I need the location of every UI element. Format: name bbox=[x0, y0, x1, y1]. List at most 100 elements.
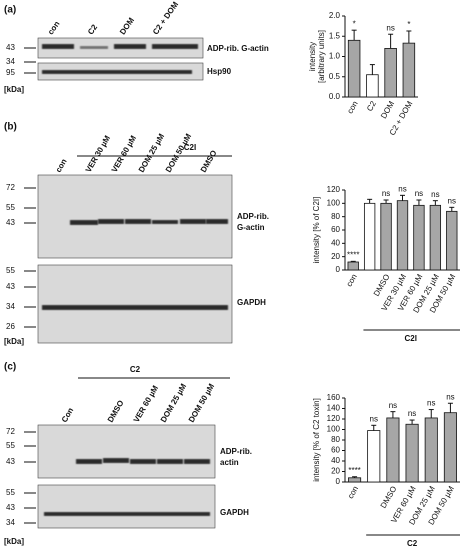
y-tick-label: 140 bbox=[327, 404, 341, 413]
marker: 34 bbox=[6, 57, 15, 66]
treatment: C2 bbox=[130, 365, 141, 374]
x-tick-label: con bbox=[345, 273, 359, 289]
marker: 43 bbox=[6, 282, 15, 291]
lane-label: Con bbox=[60, 406, 76, 424]
y-tick-label: 1.5 bbox=[329, 31, 341, 40]
y-tick-label: 80 bbox=[331, 435, 340, 444]
y-axis-label: [arbitrary units] bbox=[317, 30, 326, 83]
bands bbox=[42, 44, 198, 49]
significance: **** bbox=[348, 466, 360, 475]
bar bbox=[347, 261, 359, 271]
bar bbox=[380, 202, 392, 271]
lane-label: DOM bbox=[118, 16, 136, 37]
lane-label: DMSO bbox=[199, 149, 219, 174]
bar bbox=[367, 430, 381, 483]
significance: ns bbox=[415, 189, 423, 198]
lane-label: DOM 25 µM bbox=[137, 132, 167, 174]
lane-label: VER 60 µM bbox=[110, 134, 138, 174]
bar bbox=[443, 412, 457, 483]
y-tick-label: 20 bbox=[331, 467, 340, 476]
band-label: GAPDH bbox=[220, 508, 249, 517]
bar bbox=[363, 202, 376, 271]
marker: 72 bbox=[6, 427, 15, 436]
x-tick-label: con bbox=[346, 485, 360, 501]
y-tick-label: 0.0 bbox=[329, 92, 341, 101]
bands bbox=[42, 305, 228, 310]
y-tick-label: 100 bbox=[327, 425, 341, 434]
significance: * bbox=[407, 20, 410, 29]
unit: [kDa] bbox=[4, 85, 24, 94]
group-label: C2I bbox=[404, 334, 416, 343]
marker: 55 bbox=[6, 488, 15, 497]
y-tick-label: 80 bbox=[331, 212, 340, 221]
bands bbox=[70, 219, 228, 225]
significance: ns bbox=[431, 190, 439, 199]
significance: ns bbox=[386, 23, 394, 32]
group-label: C2 bbox=[407, 539, 418, 548]
y-tick-label: 0 bbox=[336, 265, 341, 274]
bar bbox=[402, 42, 416, 98]
x-tick-label: DMSO bbox=[379, 485, 399, 510]
lane-label: con bbox=[46, 19, 62, 36]
lane-label: VER 30 µM bbox=[84, 134, 112, 174]
y-tick-label: 2.0 bbox=[329, 11, 341, 20]
bar bbox=[348, 477, 362, 483]
bar bbox=[347, 39, 361, 98]
x-tick-label: DOM bbox=[379, 99, 396, 120]
significance: ns bbox=[382, 189, 390, 198]
marker: 55 bbox=[6, 266, 15, 275]
x-tick-label: con bbox=[345, 100, 359, 116]
bar bbox=[396, 200, 409, 271]
significance: ns bbox=[398, 184, 406, 193]
lane-label: DOM 25 µM bbox=[159, 382, 189, 424]
lane-label: VER 60 µM bbox=[132, 384, 160, 424]
band-label: ADP-rib. bbox=[220, 447, 252, 456]
bands bbox=[76, 458, 210, 464]
lane-label: con bbox=[54, 157, 69, 174]
unit: [kDa] bbox=[4, 537, 24, 546]
significance: ns bbox=[370, 414, 378, 423]
significance: ns bbox=[427, 399, 435, 408]
panel-label: (c) bbox=[4, 362, 16, 373]
marker: 55 bbox=[6, 441, 15, 450]
bar bbox=[366, 74, 379, 98]
y-tick-label: 100 bbox=[327, 198, 341, 207]
bar bbox=[429, 204, 442, 271]
blot bbox=[37, 484, 216, 529]
band-label: Hsp90 bbox=[207, 67, 232, 76]
significance: ns bbox=[448, 196, 456, 205]
bands bbox=[44, 512, 210, 516]
bar bbox=[384, 48, 397, 98]
band-label: ADP-rib. G-actin bbox=[207, 44, 269, 53]
y-tick-label: 40 bbox=[331, 456, 340, 465]
panel-label: (b) bbox=[4, 122, 17, 133]
band-label: G-actin bbox=[237, 223, 265, 232]
x-tick-label: C2 bbox=[365, 99, 378, 113]
y-tick-label: 20 bbox=[331, 252, 340, 261]
y-tick-label: 120 bbox=[327, 185, 341, 194]
band-label: ADP-rib. bbox=[237, 212, 269, 221]
blot bbox=[37, 424, 216, 479]
band-label: actin bbox=[220, 458, 239, 467]
blot bbox=[37, 264, 233, 344]
unit: [kDa] bbox=[4, 337, 24, 346]
lane-label: C2 bbox=[86, 22, 100, 36]
significance: **** bbox=[347, 250, 359, 259]
lane-label: DMSO bbox=[106, 399, 126, 424]
blot bbox=[37, 174, 233, 259]
y-tick-label: 60 bbox=[331, 225, 340, 234]
lane-label: C2 + DOM bbox=[151, 0, 180, 36]
bar bbox=[413, 204, 425, 271]
y-tick-label: 0 bbox=[336, 477, 341, 486]
treatment: C2I bbox=[184, 143, 196, 152]
y-tick-label: 160 bbox=[327, 393, 341, 402]
y-axis-label: intensity bbox=[308, 42, 317, 71]
y-tick-label: 1.0 bbox=[329, 52, 341, 61]
bar bbox=[446, 210, 458, 271]
marker: 95 bbox=[6, 68, 15, 77]
y-tick-label: 60 bbox=[331, 446, 340, 455]
marker: 43 bbox=[6, 43, 15, 52]
y-tick-label: 40 bbox=[331, 238, 340, 247]
significance: ns bbox=[446, 392, 454, 401]
